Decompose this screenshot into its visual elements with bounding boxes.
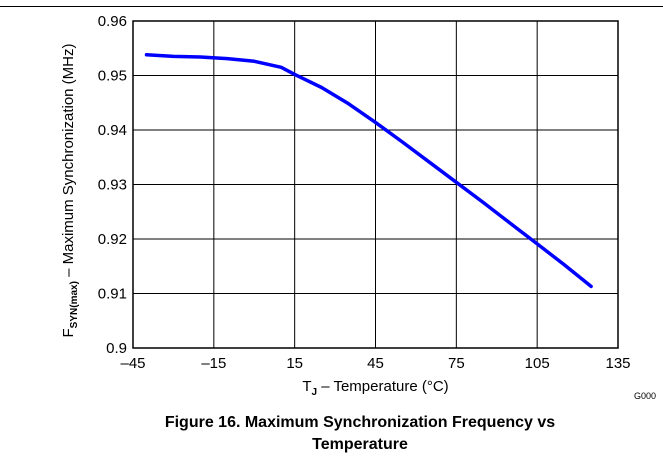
x-axis-title-rest: – Temperature (°C) [317, 378, 449, 395]
x-tick-labels: –45 –15 15 45 75 105 135 [120, 355, 630, 372]
y-tick-label: 0.93 [98, 177, 127, 194]
top-rule [0, 6, 663, 7]
x-tick-label: 45 [367, 355, 384, 372]
x-axis-title: TJ – Temperature (°C) [302, 378, 448, 398]
y-tick-label: 0.92 [98, 231, 127, 248]
figure-code: G000 [634, 391, 656, 401]
y-axis-title-sub: SYN(max) [69, 281, 80, 328]
plot-frame [132, 20, 619, 349]
x-tick-label: –15 [201, 355, 226, 372]
x-tick-label: 135 [605, 355, 630, 372]
y-tick-label: 0.94 [98, 122, 127, 139]
caption-line-1: Figure 16. Maximum Synchronization Frequ… [164, 414, 556, 431]
x-axis-title-sub: J [312, 387, 318, 398]
figure-caption: Figure 16. Maximum Synchronization Frequ… [60, 412, 660, 456]
x-tick-label: –45 [120, 355, 145, 372]
series-group [144, 53, 593, 289]
y-tick-label: 0.95 [98, 68, 127, 85]
y-axis-title-rest: – Maximum Synchronization (MHz) [60, 44, 77, 282]
x-tick-label: 75 [448, 355, 465, 372]
x-tick-label: 105 [525, 355, 550, 372]
caption-line-2: Temperature [312, 436, 408, 453]
y-tick-label: 0.9 [106, 340, 127, 357]
x-tick-label: 15 [286, 355, 303, 372]
y-tick-label: 0.96 [98, 13, 127, 30]
y-axis-title-main: F [60, 328, 77, 337]
y-tick-label: 0.91 [98, 286, 127, 303]
y-tick-labels: 0.9 0.91 0.92 0.93 0.94 0.95 0.96 [98, 13, 127, 357]
y-axis-title: FSYN(max) – Maximum Synchronization (MHz… [60, 44, 80, 338]
series-line [144, 53, 593, 289]
x-axis-title-main: T [302, 378, 311, 395]
